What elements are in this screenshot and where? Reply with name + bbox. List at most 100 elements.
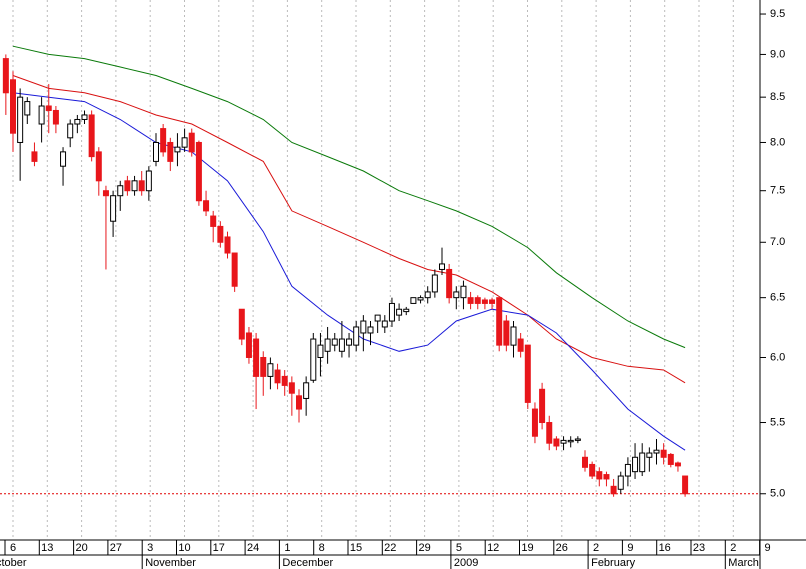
candle-body <box>503 320 510 346</box>
x-tick-label: 9 <box>627 542 633 554</box>
candle-body <box>274 369 281 384</box>
candle-body <box>531 408 538 437</box>
candle-body <box>660 449 667 458</box>
candle-body <box>424 291 431 299</box>
candle-body <box>624 463 631 477</box>
candle-body <box>253 338 260 377</box>
y-tick-label: 5.0 <box>770 488 785 500</box>
candle-body <box>224 236 231 254</box>
candle-body <box>138 180 145 192</box>
candle-body <box>210 215 217 227</box>
x-tick-label: 8 <box>319 542 325 554</box>
candle-body <box>353 326 360 346</box>
y-tick-label: 5.5 <box>770 416 785 428</box>
y-tick-label: 8.0 <box>770 136 785 148</box>
candle-body <box>610 485 617 495</box>
candle-body <box>403 308 410 313</box>
candle-body <box>524 344 531 403</box>
x-tick-label: 3 <box>147 542 153 554</box>
candle-body <box>74 118 81 125</box>
candle-body <box>45 105 52 111</box>
candle-body <box>317 344 324 358</box>
candle-body <box>431 274 438 293</box>
x-tick-label: 27 <box>110 542 122 554</box>
candle-body <box>95 151 102 182</box>
candle-body <box>10 79 16 134</box>
candle-body <box>539 388 546 424</box>
x-tick-label: 24 <box>247 542 259 554</box>
candle-body <box>374 314 381 322</box>
candle-body <box>160 128 167 153</box>
y-tick-label: 7.0 <box>770 236 785 248</box>
y-tick-label: 8.5 <box>770 91 785 103</box>
candle-body <box>31 151 38 162</box>
y-tick-label: 9.0 <box>770 48 785 60</box>
candle-body <box>195 141 202 202</box>
candle-body <box>217 225 224 243</box>
candle-body <box>338 338 345 352</box>
candle-body <box>288 382 295 394</box>
y-tick-label: 9.5 <box>770 8 785 20</box>
candle-body <box>474 297 481 304</box>
x-tick-label: 1 <box>284 542 290 554</box>
candle-body <box>496 297 503 346</box>
candle-body <box>396 308 403 316</box>
candle-body <box>296 395 302 410</box>
candle-body <box>117 185 124 197</box>
candle-body <box>510 326 517 346</box>
x-tick-label: 19 <box>521 542 533 554</box>
x-tick-label: 15 <box>350 542 362 554</box>
candle-body <box>203 200 210 212</box>
candle-body <box>324 338 331 352</box>
candle-body <box>2 58 9 94</box>
candle-body <box>617 475 624 490</box>
x-tick-label: 16 <box>659 542 671 554</box>
candle-body <box>131 180 138 192</box>
candle-body <box>467 297 474 304</box>
candle-body <box>67 123 74 139</box>
x-tick-label: 13 <box>41 542 53 554</box>
y-tick-label: 6.5 <box>770 292 785 304</box>
candle-body <box>102 190 109 197</box>
candle-body <box>460 285 467 299</box>
candle-body <box>553 438 560 447</box>
candle-body <box>17 96 24 143</box>
candle-body <box>188 132 195 153</box>
candle-body <box>81 114 88 120</box>
x-tick-label: 10 <box>178 542 190 554</box>
candle-body <box>231 252 238 287</box>
candle-body <box>567 439 574 443</box>
moving-average-line <box>12 75 686 384</box>
x-tick-label: 12 <box>487 542 499 554</box>
candle-body <box>60 151 67 167</box>
candle-body <box>388 302 395 322</box>
candle-body <box>632 456 639 473</box>
candle-body <box>560 439 567 444</box>
candle-body <box>381 320 388 328</box>
x-tick-label: 6 <box>10 542 16 554</box>
candle-body <box>110 195 117 222</box>
x-tick-label: 17 <box>213 542 225 554</box>
candle-body <box>410 297 417 304</box>
candle-body <box>367 326 374 334</box>
candle-body <box>674 462 681 467</box>
candle-body <box>453 291 460 299</box>
candle-body <box>489 299 496 304</box>
candle-body <box>589 463 596 477</box>
month-label: February <box>591 557 636 569</box>
candle-body <box>517 338 524 352</box>
x-tick-label: 2 <box>593 542 599 554</box>
candle-body <box>346 338 353 346</box>
y-tick-label: 6.0 <box>770 351 785 363</box>
candle-body <box>181 137 188 148</box>
candle-body <box>238 308 245 340</box>
candle-body <box>417 297 424 301</box>
candle-body <box>582 456 588 468</box>
candle-body <box>153 141 159 162</box>
candle-body <box>603 474 610 480</box>
month-label: March <box>728 557 759 569</box>
candle-body <box>667 453 674 465</box>
month-label: October <box>0 557 27 569</box>
